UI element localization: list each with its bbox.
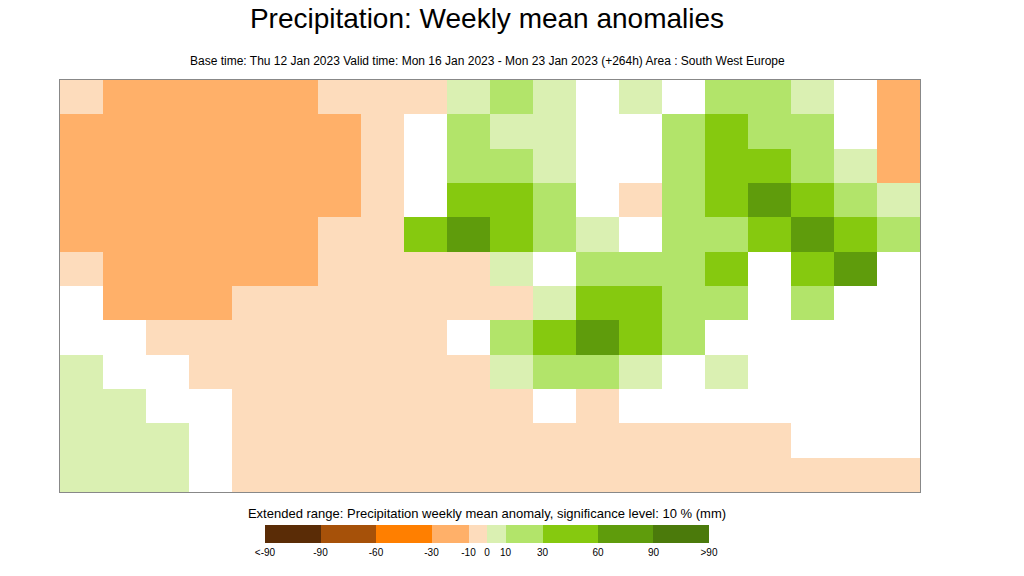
svg-text:60: 60: [592, 547, 604, 558]
svg-text:30: 30: [537, 547, 549, 558]
svg-text:-30: -30: [424, 547, 439, 558]
svg-text:-90: -90: [313, 547, 328, 558]
svg-text:-10: -10: [461, 547, 476, 558]
svg-text:Extended range: Precipitation: Extended range: Precipitation weekly mea…: [248, 506, 726, 521]
svg-text:10: 10: [500, 547, 512, 558]
svg-text:90: 90: [648, 547, 660, 558]
svg-text:0: 0: [484, 547, 490, 558]
svg-text:<-90: <-90: [255, 547, 276, 558]
svg-text:>90: >90: [701, 547, 718, 558]
svg-text:Base time: Thu 12 Jan 2023 Val: Base time: Thu 12 Jan 2023 Valid time: M…: [190, 54, 785, 68]
svg-text:-60: -60: [369, 547, 384, 558]
svg-text:Precipitation: Weekly mean ano: Precipitation: Weekly mean anomalies: [250, 3, 724, 34]
